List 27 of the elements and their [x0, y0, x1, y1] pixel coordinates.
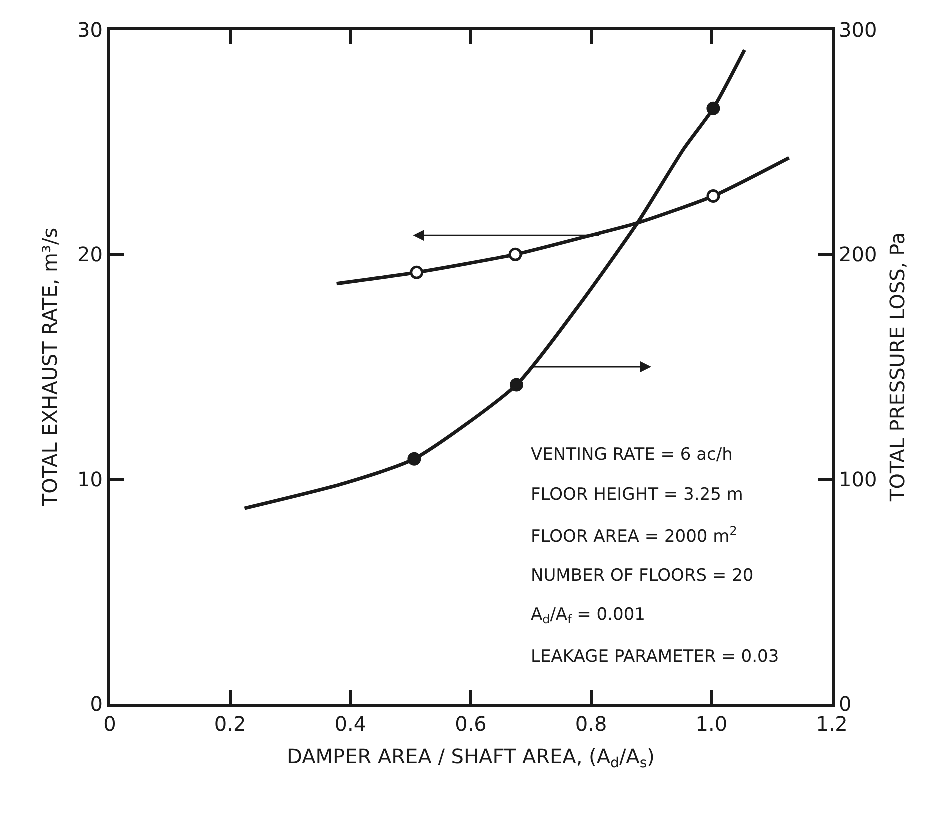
x-tick-label: 0.2: [214, 712, 246, 736]
point: [408, 452, 422, 466]
annotation: LEAKAGE PARAMETER = 0.03: [531, 647, 780, 667]
y-tick-label: 20: [78, 242, 103, 267]
annotation: FLOOR HEIGHT = 3.25 m: [531, 485, 744, 505]
annotation: FLOOR AREA = 2000 m$^{2}$: [531, 524, 738, 548]
point: [706, 190, 720, 203]
annotation: NUMBER OF FLOORS = 20: [531, 566, 754, 586]
point: [706, 102, 720, 116]
y-tick-label: 0: [90, 692, 103, 716]
y-tick-label: 10: [78, 467, 103, 492]
y2-tick-label: 200: [839, 242, 878, 267]
x-axis-title: DAMPER AREA / SHAFT AREA, (A$_{d}$/A$_{s}$): [287, 744, 655, 772]
point: [508, 248, 522, 262]
y2-tick-label: 100: [839, 467, 878, 492]
annotation: A$_{d}$/A$_{f}$ = 0.001: [531, 605, 646, 627]
x-tick-label: 0.6: [455, 712, 487, 736]
y2-tick-label: 300: [839, 18, 878, 42]
x-tick-label: 0.4: [334, 712, 367, 736]
y2-axis-title: TOTAL PRESSURE LOSS, Pa: [886, 232, 910, 503]
point: [410, 266, 424, 280]
point: [510, 378, 524, 392]
x-tick-label: 0.8: [575, 712, 608, 736]
y-axis-title: TOTAL EXHAUST RATE, m³/s: [38, 228, 62, 508]
x-tick-label: 1.0: [696, 712, 728, 736]
y-tick-label: 30: [78, 18, 103, 42]
annotation: VENTING RATE = 6 ac/h: [531, 445, 733, 465]
